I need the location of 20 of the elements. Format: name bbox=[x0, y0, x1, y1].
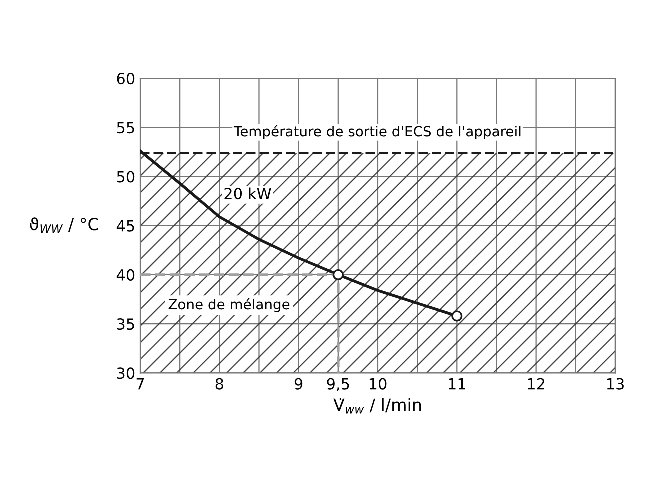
y-tick-label: 45 bbox=[116, 220, 134, 232]
x-tick-label: 11 bbox=[449, 378, 466, 390]
x-tick-label: 13 bbox=[607, 378, 624, 390]
y-tick-label: 40 bbox=[116, 269, 135, 281]
x-tick-label: 9 bbox=[294, 378, 303, 390]
x-tick-label: 12 bbox=[528, 378, 545, 390]
series-label: 20 kW bbox=[224, 188, 272, 200]
band-label: Zone de mélange bbox=[168, 298, 290, 312]
x-tick-label: 8 bbox=[216, 378, 224, 390]
x-tick-label: 10 bbox=[370, 378, 387, 390]
x-tick-label: 9,5 bbox=[327, 378, 350, 392]
ref-line-label: Température de sortie d'ECS de l'appareil bbox=[234, 125, 521, 140]
y-tick-label: 55 bbox=[117, 122, 134, 134]
x-tick-label: 7 bbox=[136, 378, 144, 390]
y-tick-label: 50 bbox=[117, 171, 135, 183]
y-tick-label: 60 bbox=[117, 73, 135, 85]
y-axis-title: ϑ$_{WW}$ / °C bbox=[30, 218, 98, 234]
x-axis-title: V̇$_{ww}$ / l/min bbox=[334, 398, 422, 414]
y-tick-label: 35 bbox=[117, 318, 134, 330]
y-tick-label: 30 bbox=[117, 368, 135, 380]
